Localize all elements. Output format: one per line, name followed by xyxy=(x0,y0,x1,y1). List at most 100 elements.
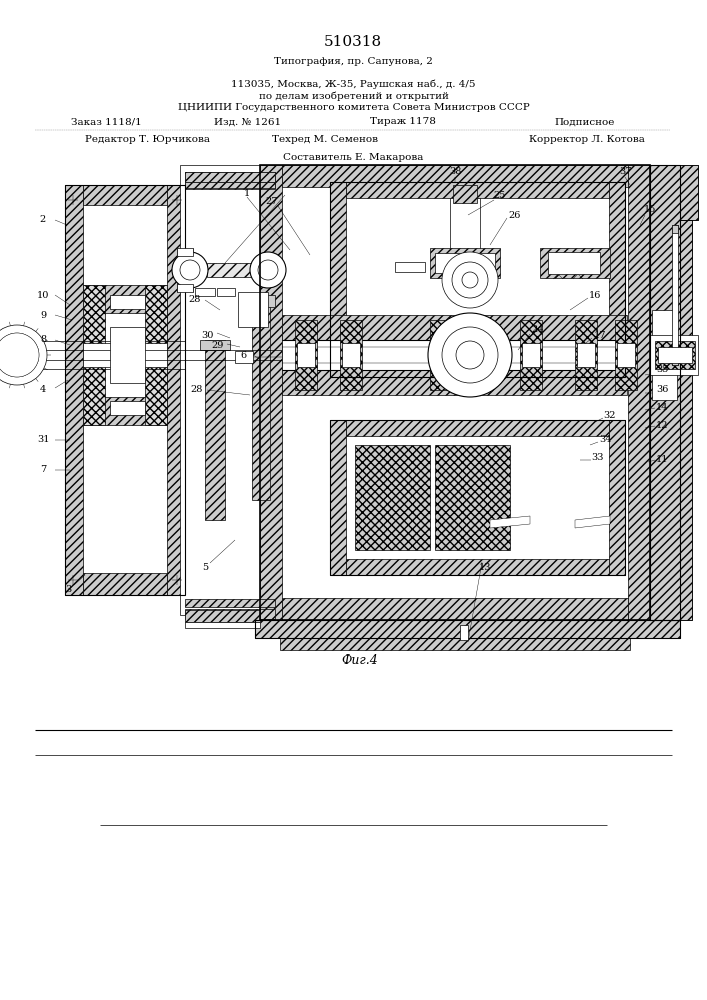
Text: Техред М. Семенов: Техред М. Семенов xyxy=(272,135,378,144)
Text: 9: 9 xyxy=(40,310,46,320)
Bar xyxy=(245,295,275,307)
Bar xyxy=(260,165,650,620)
Bar xyxy=(395,262,425,272)
Text: 1: 1 xyxy=(244,188,250,198)
Bar xyxy=(672,225,678,233)
Text: 26: 26 xyxy=(509,211,521,220)
Bar xyxy=(200,340,230,350)
Bar xyxy=(430,248,500,278)
Text: 28: 28 xyxy=(191,385,203,394)
Bar xyxy=(167,185,185,595)
Bar xyxy=(652,310,677,400)
Text: 24: 24 xyxy=(532,326,544,334)
Bar xyxy=(185,622,260,628)
Bar xyxy=(83,573,167,595)
Text: Корректор Л. Котова: Корректор Л. Котова xyxy=(529,135,645,144)
Bar xyxy=(252,300,270,500)
Text: 3: 3 xyxy=(65,585,71,594)
Text: Типография, пр. Сапунова, 2: Типография, пр. Сапунова, 2 xyxy=(274,57,433,66)
Circle shape xyxy=(0,333,39,377)
Bar xyxy=(185,610,260,622)
Bar xyxy=(83,397,167,425)
Bar xyxy=(346,559,609,575)
Circle shape xyxy=(172,252,208,288)
Bar xyxy=(235,351,253,363)
Text: по делам изобретений и открытий: по делам изобретений и открытий xyxy=(259,91,448,101)
Circle shape xyxy=(442,252,498,308)
Text: 38: 38 xyxy=(449,167,461,176)
Bar xyxy=(340,320,362,390)
Bar xyxy=(177,248,193,256)
Bar xyxy=(355,445,430,550)
Text: 28: 28 xyxy=(189,296,201,304)
Bar xyxy=(540,248,610,278)
Bar xyxy=(145,365,167,425)
Bar xyxy=(342,343,360,367)
Text: 25: 25 xyxy=(493,190,506,200)
Bar xyxy=(83,285,167,313)
Bar xyxy=(65,185,83,595)
Bar xyxy=(297,343,315,367)
Text: 510318: 510318 xyxy=(324,35,382,49)
Bar xyxy=(460,625,468,640)
Bar xyxy=(185,184,275,189)
Polygon shape xyxy=(490,516,530,528)
Bar xyxy=(207,263,265,277)
Text: 29: 29 xyxy=(212,340,224,350)
Text: 13: 13 xyxy=(479,564,491,572)
Bar xyxy=(520,320,542,390)
Bar xyxy=(83,365,105,425)
Bar xyxy=(185,172,275,184)
Text: 8: 8 xyxy=(40,336,46,344)
Bar xyxy=(680,220,692,620)
Bar xyxy=(430,320,452,390)
Bar xyxy=(346,361,609,377)
Bar xyxy=(217,288,235,296)
Bar xyxy=(615,320,637,390)
Text: 32: 32 xyxy=(604,410,617,420)
Bar xyxy=(650,165,680,620)
Text: 12: 12 xyxy=(656,420,668,430)
Circle shape xyxy=(428,313,512,397)
Bar xyxy=(282,315,627,395)
Text: 14: 14 xyxy=(656,402,668,412)
Bar xyxy=(295,320,317,390)
Bar xyxy=(65,185,185,595)
Bar xyxy=(680,220,692,620)
Bar xyxy=(255,620,680,638)
Bar xyxy=(282,340,627,370)
Bar xyxy=(680,165,698,220)
Text: 30: 30 xyxy=(201,330,214,340)
Bar xyxy=(110,295,145,309)
Bar xyxy=(522,343,540,367)
Bar xyxy=(180,165,275,615)
Bar xyxy=(330,420,625,575)
Bar xyxy=(609,182,625,377)
Bar xyxy=(185,172,275,182)
Bar xyxy=(432,343,450,367)
Bar xyxy=(185,609,275,619)
Text: 37: 37 xyxy=(619,167,631,176)
Bar xyxy=(83,285,105,345)
Text: 113035, Москва, Ж-35, Раушская наб., д. 4/5: 113035, Москва, Ж-35, Раушская наб., д. … xyxy=(231,79,476,89)
Bar xyxy=(672,225,678,365)
Bar xyxy=(280,638,630,650)
Bar xyxy=(575,320,597,390)
Circle shape xyxy=(180,260,200,280)
Text: ЦНИИПИ Государственного комитета Совета Министров СССР: ЦНИИПИ Государственного комитета Совета … xyxy=(177,104,530,112)
Circle shape xyxy=(0,333,39,377)
Bar xyxy=(548,252,600,274)
Bar xyxy=(205,340,225,520)
Bar xyxy=(145,285,167,345)
Text: 36: 36 xyxy=(656,385,668,394)
Text: 34: 34 xyxy=(599,436,612,444)
Circle shape xyxy=(7,345,27,365)
Circle shape xyxy=(250,252,286,288)
Bar xyxy=(260,165,282,620)
Bar xyxy=(650,165,680,620)
Text: 7: 7 xyxy=(40,466,46,475)
Bar xyxy=(110,401,145,415)
Bar xyxy=(195,288,215,296)
Circle shape xyxy=(456,341,484,369)
Bar xyxy=(83,343,167,367)
